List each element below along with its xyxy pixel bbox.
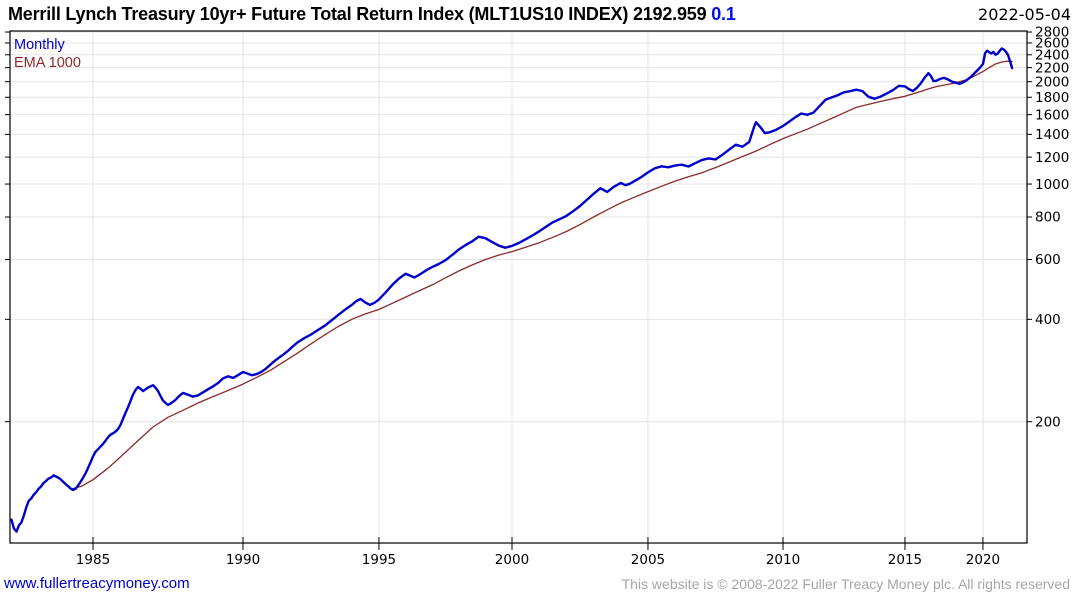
- y-tick-label: 2000: [1035, 74, 1069, 90]
- site-link[interactable]: www.fullertreacymoney.com: [4, 575, 190, 592]
- y-tick-label: 1000: [1035, 177, 1069, 193]
- x-tick-label: 2000: [495, 552, 529, 568]
- last-value: 2192.959: [632, 4, 707, 24]
- y-tick-label: 1800: [1035, 90, 1069, 106]
- y-tick-label: 1400: [1035, 127, 1069, 143]
- ema-1000-line: [71, 60, 1013, 490]
- y-tick-label: 2800: [1035, 25, 1069, 41]
- copyright-text: This website is © 2008-2022 Fuller Treac…: [621, 576, 1070, 592]
- y-tick-label: 200: [1035, 414, 1061, 430]
- y-tick-label: 2400: [1035, 48, 1069, 64]
- x-tick-label: 1990: [226, 552, 260, 568]
- legend-item-ema: EMA 1000: [14, 55, 81, 71]
- plot-frame: [9, 30, 1028, 544]
- x-tick-label: 2015: [888, 552, 922, 568]
- x-tick-label: 2020: [966, 552, 1000, 568]
- x-tick-label: 1995: [362, 552, 396, 568]
- x-tick-label: 1985: [76, 552, 110, 568]
- y-tick-label: 400: [1035, 312, 1061, 328]
- chart-title: Merrill Lynch Treasury 10yr+ Future Tota…: [8, 4, 736, 25]
- instrument-title: Merrill Lynch Treasury 10yr+ Future Tota…: [8, 4, 629, 24]
- date-label: 2022-05-04: [978, 5, 1071, 24]
- y-tick-label: 1200: [1035, 150, 1069, 166]
- change-value: 0.1: [711, 4, 736, 24]
- legend-item-monthly: Monthly: [14, 37, 65, 53]
- y-tick-label: 1600: [1035, 107, 1069, 123]
- y-tick-label: 800: [1035, 210, 1061, 226]
- y-tick-label: 2200: [1035, 60, 1069, 76]
- y-tick-label: 600: [1035, 252, 1061, 268]
- x-tick-label: 2005: [631, 552, 665, 568]
- monthly-line: [10, 47, 1014, 533]
- y-tick-label: 2600: [1035, 36, 1069, 52]
- x-tick-label: 2010: [766, 552, 800, 568]
- chart-legend: Monthly EMA 1000: [14, 36, 81, 72]
